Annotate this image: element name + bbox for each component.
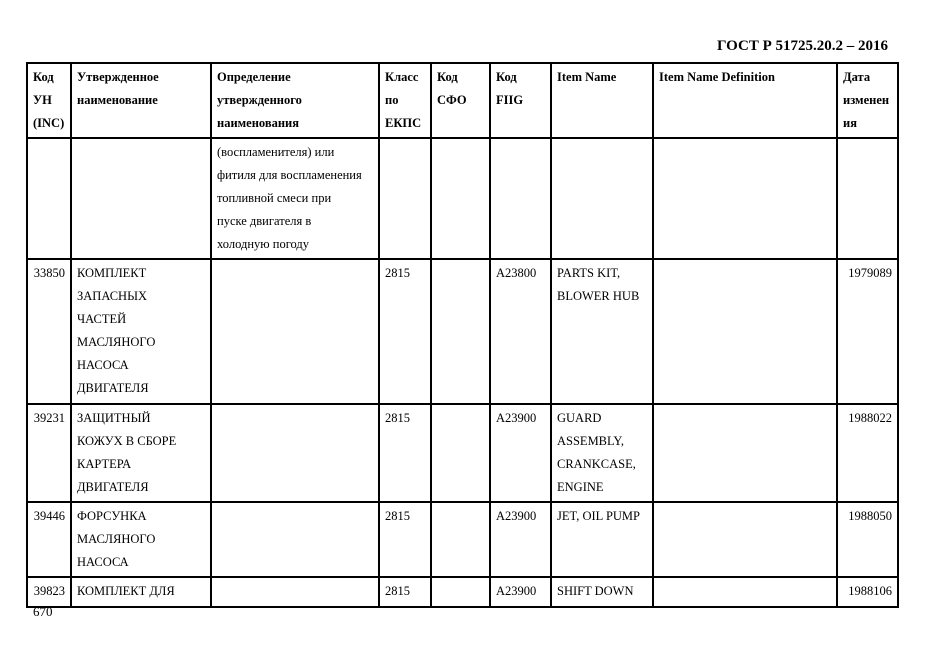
- cell-name-definition: [210, 258, 380, 405]
- cell-fiig-code: A23900: [489, 501, 552, 578]
- cell-item-name: [550, 137, 654, 260]
- table-row: 33850 КОМПЛЕКТ ЗАПАСНЫХ ЧАСТЕЙ МАСЛЯНОГО …: [26, 258, 899, 405]
- cell-sfo-code: [430, 576, 491, 608]
- table-row: 39823 КОМПЛЕКТ ДЛЯ 2815 A23900 SHIFT DOWN 198…: [26, 576, 899, 608]
- table-header-row: Код УН (INC) Утвержденное наименование О…: [26, 62, 899, 139]
- cell-sfo-code: [430, 403, 491, 503]
- header-item-name-definition: Item Name Definition: [652, 62, 838, 139]
- cell-name-definition: (воспламенителя) или фитиля для воспламе…: [210, 137, 380, 260]
- cell-approved-name: КОМПЛЕКТ ДЛЯ: [70, 576, 212, 608]
- cell-fiig-code: A23900: [489, 576, 552, 608]
- cell-fiig-code: A23800: [489, 258, 552, 405]
- cell-name-definition: [210, 576, 380, 608]
- cell-change-date: [836, 137, 899, 260]
- table-row: (воспламенителя) или фитиля для воспламе…: [26, 137, 899, 260]
- header-name-definition: Определение утвержденного наименования: [210, 62, 380, 139]
- cell-ekps-class: 2815: [378, 403, 432, 503]
- cell-approved-name: ФОРСУНКА МАСЛЯНОГО НАСОСА: [70, 501, 212, 578]
- cell-item-name-definition: [652, 137, 838, 260]
- table-row: 39446 ФОРСУНКА МАСЛЯНОГО НАСОСА 2815 A23900…: [26, 501, 899, 578]
- cell-sfo-code: [430, 258, 491, 405]
- cell-ekps-class: [378, 137, 432, 260]
- cell-approved-name: [70, 137, 212, 260]
- cell-inc-code: 39823: [26, 576, 72, 608]
- cell-sfo-code: [430, 137, 491, 260]
- header-ekps-class: Класс по ЕКПС: [378, 62, 432, 139]
- header-approved-name: Утвержденное наименование: [70, 62, 212, 139]
- catalog-table: Код УН (INC) Утвержденное наименование О…: [26, 62, 899, 608]
- cell-item-name-definition: [652, 403, 838, 503]
- cell-name-definition: [210, 403, 380, 503]
- cell-ekps-class: 2815: [378, 576, 432, 608]
- cell-item-name-definition: [652, 501, 838, 578]
- cell-ekps-class: 2815: [378, 501, 432, 578]
- cell-ekps-class: 2815: [378, 258, 432, 405]
- cell-inc-code: [26, 137, 72, 260]
- cell-fiig-code: A23900: [489, 403, 552, 503]
- document-id: ГОСТ Р 51725.20.2 – 2016: [716, 38, 888, 54]
- cell-inc-code: 33850: [26, 258, 72, 405]
- cell-item-name: SHIFT DOWN: [550, 576, 654, 608]
- cell-name-definition: [210, 501, 380, 578]
- page-number: 670: [33, 604, 53, 619]
- header-fiig-code: Код FIIG: [489, 62, 552, 139]
- cell-fiig-code: [489, 137, 552, 260]
- cell-item-name: PARTS KIT, BLOWER HUB: [550, 258, 654, 405]
- cell-inc-code: 39231: [26, 403, 72, 503]
- cell-item-name: JET, OIL PUMP: [550, 501, 654, 578]
- cell-change-date: 1988106: [836, 576, 899, 608]
- cell-change-date: 1979089: [836, 258, 899, 405]
- cell-approved-name: ЗАЩИТНЫЙ КОЖУХ В СБОРЕ КАРТЕРА ДВИГАТЕЛЯ: [70, 403, 212, 503]
- cell-item-name: GUARD ASSEMBLY, CRANKCASE, ENGINE: [550, 403, 654, 503]
- table-row: 39231 ЗАЩИТНЫЙ КОЖУХ В СБОРЕ КАРТЕРА ДВИГ…: [26, 403, 899, 503]
- cell-change-date: 1988050: [836, 501, 899, 578]
- cell-change-date: 1988022: [836, 403, 899, 503]
- header-sfo-code: Код СФО: [430, 62, 491, 139]
- header-change-date: Дата изменен ия: [836, 62, 899, 139]
- cell-approved-name: КОМПЛЕКТ ЗАПАСНЫХ ЧАСТЕЙ МАСЛЯНОГО НАСОС…: [70, 258, 212, 405]
- cell-item-name-definition: [652, 258, 838, 405]
- header-inc-code: Код УН (INC): [26, 62, 72, 139]
- cell-sfo-code: [430, 501, 491, 578]
- header-item-name: Item Name: [550, 62, 654, 139]
- cell-inc-code: 39446: [26, 501, 72, 578]
- cell-item-name-definition: [652, 576, 838, 608]
